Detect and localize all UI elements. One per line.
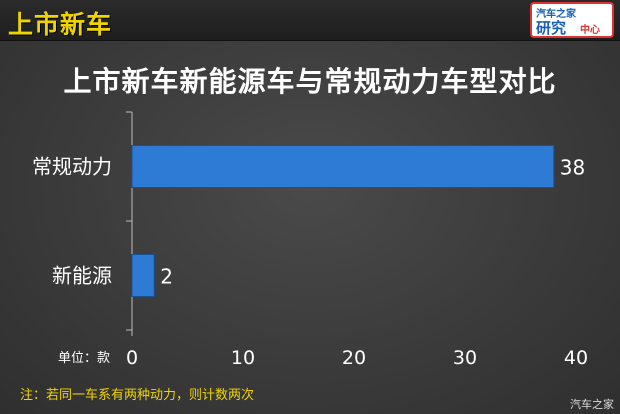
unit-label: 单位：款 (58, 351, 111, 366)
category-label: 新能源 (52, 264, 112, 288)
x-tick-label: 0 (126, 347, 138, 369)
x-tick-label: 10 (231, 347, 255, 369)
header-bar: 上市新车 汽车之家 研究 中心 (0, 0, 620, 41)
watermark: 汽车之家 (570, 398, 614, 411)
data-label: 2 (160, 265, 173, 289)
x-tick-label: 30 (453, 347, 477, 369)
logo-line1: 汽车之家 (536, 9, 576, 20)
x-tick-label: 40 (564, 347, 588, 369)
logo-line3: 中心 (580, 25, 600, 36)
section-label: 上市新车 (8, 10, 113, 39)
brand-logo: 汽车之家 研究 中心 (530, 2, 614, 38)
bar (131, 254, 155, 297)
logo-line2: 研究 (536, 19, 567, 37)
bar (131, 145, 555, 188)
chart-title: 上市新车新能源车与常规动力车型对比 (63, 65, 557, 98)
x-tick-label: 20 (342, 347, 366, 369)
data-label: 38 (560, 156, 585, 180)
category-label: 常规动力 (32, 155, 112, 179)
footnote: 注：若同一车系有两种动力，则计数两次 (20, 388, 255, 403)
